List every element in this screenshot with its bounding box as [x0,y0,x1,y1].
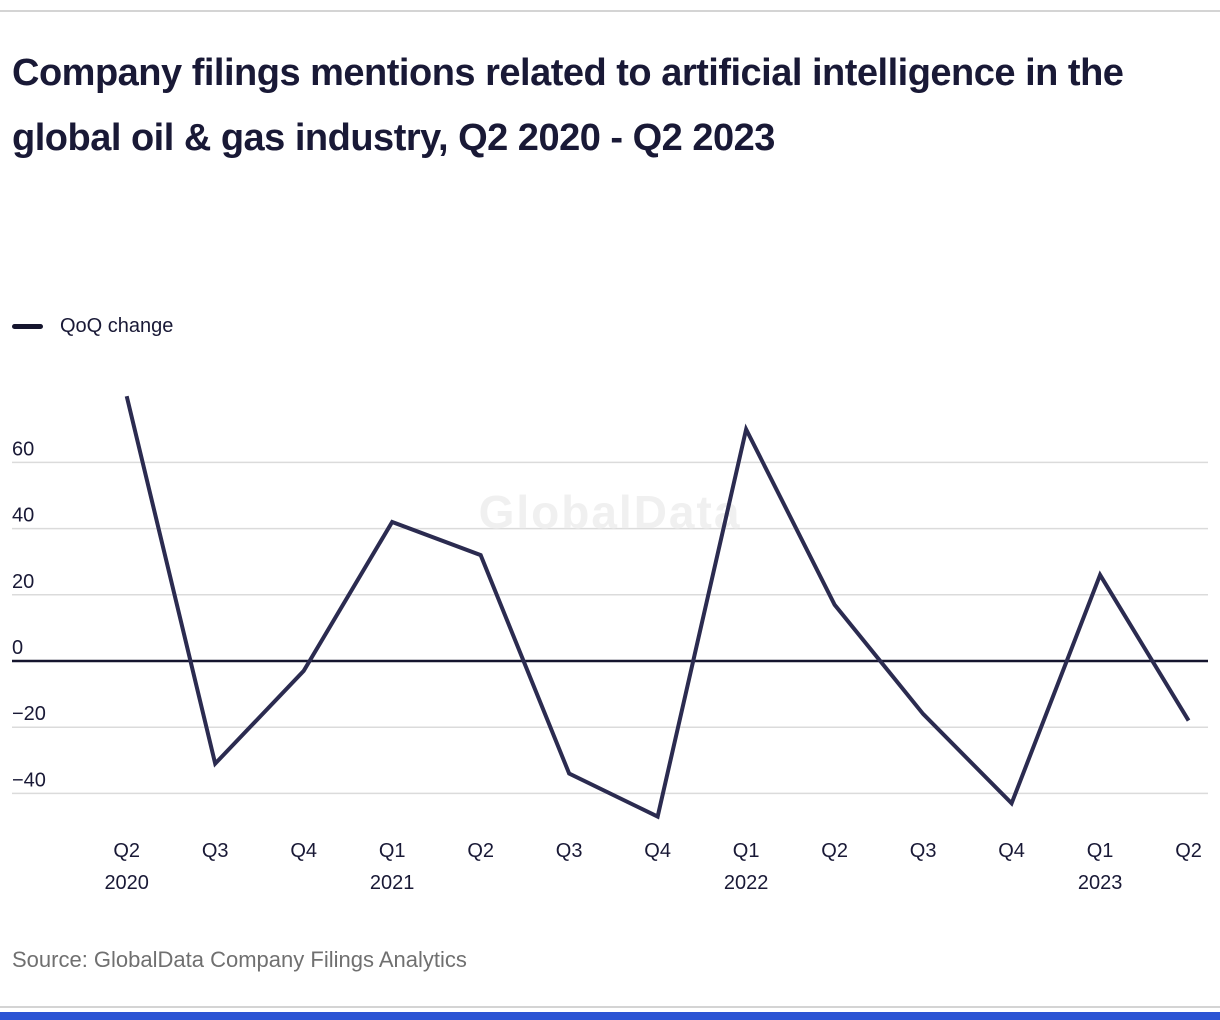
legend: QoQ change [12,312,173,340]
x-tick-label: Q4 [290,840,317,862]
x-tick-label: Q1 [379,840,406,862]
y-tick-label: −20 [12,703,46,725]
x-tick-label: Q4 [998,840,1025,862]
y-tick-label: 60 [12,438,34,460]
top-divider [0,10,1220,12]
watermark-text: GlobalData [479,486,742,538]
x-tick-label: Q1 [733,840,760,862]
x-year-label: 2022 [724,872,769,894]
x-tick-label: Q3 [910,840,937,862]
legend-label: QoQ change [60,314,174,337]
source-note: Source: GlobalData Company Filings Analy… [12,947,467,972]
x-year-label: 2020 [104,872,149,894]
x-tick-label: Q3 [202,840,229,862]
x-tick-label: Q2 [113,840,140,862]
y-tick-label: 0 [12,637,23,659]
brand-footer-bar [0,1012,1220,1020]
y-tick-label: 20 [12,571,34,593]
qoq-change-line [124,395,1191,820]
x-tick-label: Q4 [644,840,671,862]
bottom-divider [0,1006,1220,1008]
qoq-line-chart: 60 40 20 0 −20 −40 GlobalData Q2 2020 Q3 Q4 Q1 2021 Q… [12,395,1208,894]
x-tick-label: Q3 [556,840,583,862]
x-year-label: 2023 [1078,872,1123,894]
x-tick-label: Q2 [821,840,848,862]
x-tick-label: Q1 [1087,840,1114,862]
x-tick-label: Q2 [467,840,494,862]
chart-title: Company filings mentions related to arti… [12,52,1124,159]
y-tick-label: 40 [12,505,34,527]
legend-line-swatch [12,323,43,329]
x-tick-label: Q2 [1175,840,1202,862]
x-year-label: 2021 [370,872,415,894]
y-tick-label: −40 [12,769,46,791]
